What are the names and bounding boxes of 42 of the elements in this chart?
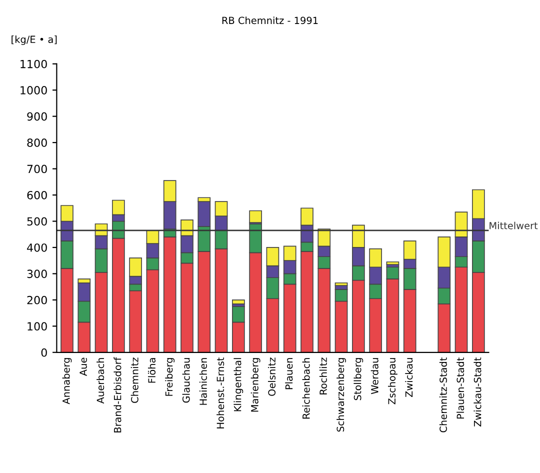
- x-tick-label: Marienberg: [250, 358, 260, 412]
- y-tick-label: 500: [27, 217, 47, 226]
- x-tick-label: Zwickau-Stadt: [474, 357, 482, 426]
- y-tick-label: 200: [27, 296, 47, 304]
- bar: [334, 282, 348, 286]
- y-tick-label: 400: [27, 243, 47, 252]
- y-tick-label: 600: [27, 190, 47, 200]
- x-tick-label: Glauchau: [182, 358, 190, 403]
- x-tick-label: Stollberg: [354, 358, 364, 400]
- x-tick-label: Chemnitz-Stadt: [439, 357, 447, 432]
- x-tick-label: Flöha: [148, 358, 156, 383]
- y-tick-label: 700: [27, 164, 47, 174]
- x-tick-label: Rochlitz: [319, 358, 327, 394]
- x-tick-label: Plauen-Stadt: [456, 357, 464, 419]
- x-tick-label: Aue: [80, 358, 87, 376]
- ref-line-label: Mittelwert: [490, 222, 538, 230]
- x-tick-label: Oelsnitz: [268, 358, 276, 396]
- x-tick-label: Freiberg: [165, 358, 175, 396]
- x-tick-label: Hainichen: [199, 358, 207, 405]
- y-tick-label: 1000: [20, 86, 47, 94]
- x-tick-label: Auerbach: [96, 358, 104, 404]
- y-tick-label: 0: [41, 348, 47, 357]
- y-tick-label: 300: [27, 270, 47, 278]
- x-tick-label: Zwickau: [405, 358, 413, 398]
- x-tick-label: Klingenthal: [234, 358, 244, 412]
- bar: [386, 261, 400, 265]
- x-tick-label: Annaberg: [62, 358, 72, 404]
- x-tick-label: Zschopau: [388, 358, 398, 404]
- y-axis-title: [kg/E • a]: [12, 36, 57, 45]
- x-tick-label: Brand-Erbisdorf: [114, 357, 122, 432]
- chart-title: RB Chemnitz - 1991: [222, 16, 318, 24]
- x-tick-label: Chemnitz: [130, 358, 138, 403]
- y-tick-label: 100: [28, 322, 47, 331]
- bar: [232, 300, 245, 304]
- x-tick-label: Schwarzenberg: [336, 358, 346, 432]
- x-tick-label: Hohenst.-Ernst: [216, 357, 224, 428]
- y-tick-label: 800: [27, 138, 47, 147]
- y-tick-label: 900: [27, 112, 47, 121]
- x-tick-label: Reichenbach: [302, 358, 310, 419]
- y-tick-label: 1100: [20, 60, 47, 68]
- x-tick-label: Werdau: [370, 358, 378, 394]
- x-tick-label: Plauen: [285, 358, 293, 390]
